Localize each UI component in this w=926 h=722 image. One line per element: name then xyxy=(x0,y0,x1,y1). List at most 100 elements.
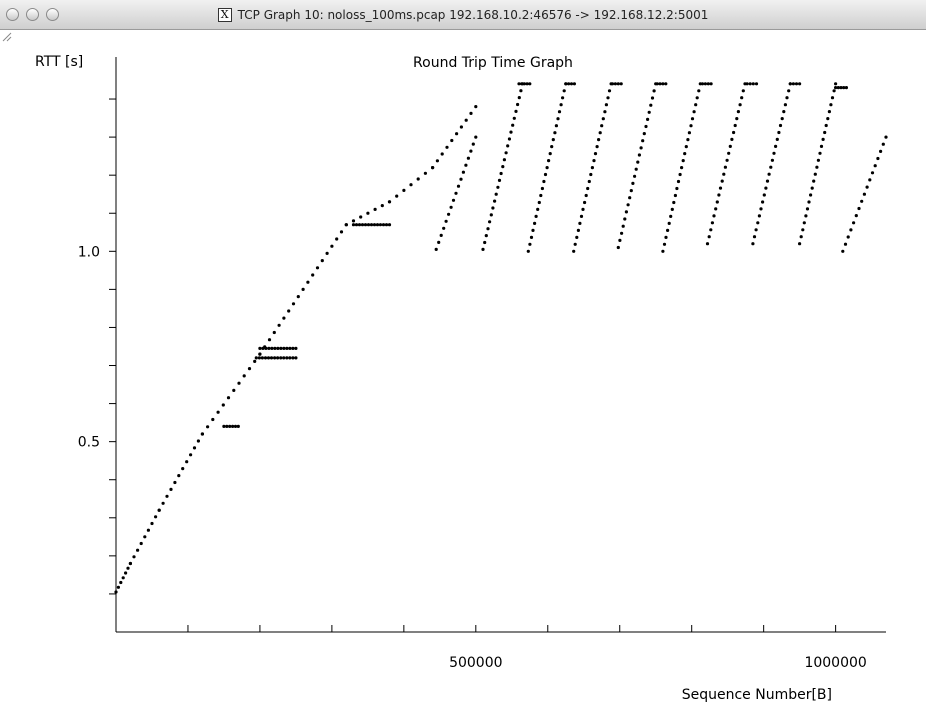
data-point xyxy=(757,214,762,218)
data-point xyxy=(670,207,674,211)
data-point xyxy=(296,295,300,299)
data-point xyxy=(562,89,566,93)
data-point xyxy=(824,123,828,128)
data-point xyxy=(494,192,498,196)
data-point xyxy=(173,480,177,485)
data-point xyxy=(291,346,295,350)
data-point xyxy=(738,103,742,107)
data-point xyxy=(606,96,610,100)
data-point xyxy=(592,159,596,163)
data-point xyxy=(813,172,817,176)
window-title-group: X TCP Graph 10: noloss_100ms.pcap 192.16… xyxy=(0,0,926,30)
data-point xyxy=(464,163,468,167)
data-point xyxy=(745,82,749,86)
data-point xyxy=(772,151,776,155)
data-point xyxy=(545,166,549,170)
data-point xyxy=(506,144,510,148)
minimize-button[interactable] xyxy=(26,8,39,21)
data-point xyxy=(754,82,759,86)
data-point xyxy=(801,228,805,232)
data-point xyxy=(860,199,864,203)
data-point xyxy=(794,82,799,86)
data-point xyxy=(718,186,723,190)
data-point xyxy=(253,359,257,363)
data-point xyxy=(709,82,713,86)
data-point xyxy=(759,207,763,211)
data-point xyxy=(646,117,650,121)
data-point xyxy=(804,214,808,218)
data-point xyxy=(449,205,453,209)
data-point xyxy=(732,130,736,135)
data-point xyxy=(459,125,463,129)
data-point xyxy=(714,207,718,211)
data-point xyxy=(770,158,775,162)
chart-title: Round Trip Time Graph xyxy=(413,55,573,71)
data-point xyxy=(189,453,193,457)
data-point xyxy=(798,82,802,86)
data-point xyxy=(423,171,427,175)
data-point xyxy=(357,223,362,227)
data-point xyxy=(681,159,685,163)
data-point xyxy=(269,356,274,360)
data-point xyxy=(469,149,473,153)
data-point xyxy=(378,223,383,227)
zoom-button[interactable] xyxy=(46,8,59,21)
data-point xyxy=(221,403,225,407)
x-axis-label: Sequence Number[B] xyxy=(682,687,832,703)
data-point xyxy=(132,555,136,559)
data-point xyxy=(169,487,173,491)
data-point xyxy=(613,82,618,86)
data-point xyxy=(798,242,802,246)
data-point xyxy=(540,186,545,191)
data-point xyxy=(232,388,236,392)
data-point xyxy=(294,346,298,350)
data-point xyxy=(862,192,867,196)
data-point xyxy=(631,181,635,185)
close-button[interactable] xyxy=(6,8,19,21)
data-point xyxy=(762,193,766,197)
data-point xyxy=(629,189,633,193)
data-point xyxy=(607,89,612,93)
data-point xyxy=(501,165,505,169)
data-point xyxy=(461,170,465,174)
data-point xyxy=(590,166,595,170)
data-point xyxy=(287,309,291,313)
data-point xyxy=(273,346,277,350)
data-point xyxy=(652,89,656,93)
data-point xyxy=(639,146,643,150)
data-point xyxy=(559,103,563,107)
data-point xyxy=(409,183,413,187)
data-point xyxy=(870,171,875,175)
data-point xyxy=(196,439,200,443)
data-point xyxy=(247,367,252,371)
data-point xyxy=(291,302,296,306)
data-point xyxy=(661,249,665,253)
data-point xyxy=(288,346,292,350)
data-point xyxy=(471,142,475,146)
data-point xyxy=(576,228,581,232)
data-point xyxy=(735,117,739,121)
data-point xyxy=(387,223,392,227)
data-point xyxy=(554,124,559,128)
data-point xyxy=(373,207,377,211)
data-point xyxy=(551,138,555,142)
data-point xyxy=(529,235,534,239)
data-point xyxy=(578,221,582,225)
data-point xyxy=(514,109,518,113)
data-point xyxy=(586,186,590,191)
data-point xyxy=(689,124,693,128)
data-point xyxy=(695,96,699,100)
data-point xyxy=(830,96,835,100)
data-point xyxy=(778,123,783,128)
data-point xyxy=(139,541,143,546)
data-point xyxy=(616,245,620,250)
x-tick-label: 1000000 xyxy=(804,655,866,671)
data-point xyxy=(610,82,615,86)
resize-grip-icon[interactable] xyxy=(0,30,12,42)
data-point xyxy=(633,174,637,178)
data-point xyxy=(216,410,220,414)
data-point xyxy=(499,171,503,176)
data-point xyxy=(225,424,229,428)
data-point xyxy=(270,346,274,350)
data-point xyxy=(727,151,731,155)
